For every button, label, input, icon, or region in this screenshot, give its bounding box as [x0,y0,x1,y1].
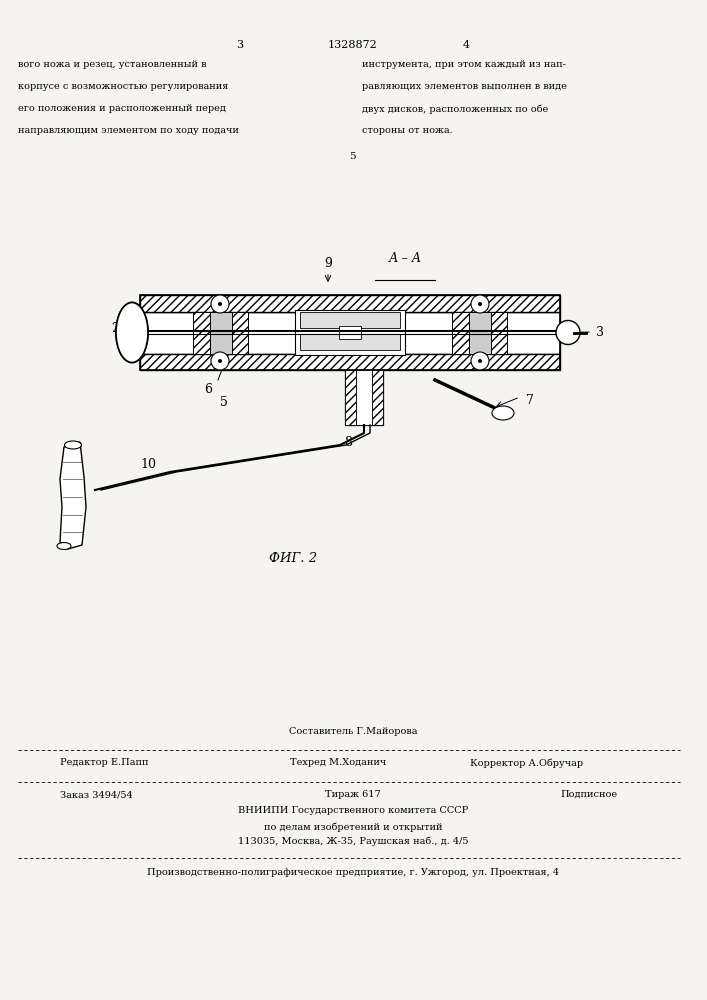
Bar [356,370,372,425]
Text: по делам изобретений и открытий: по делам изобретений и открытий [264,822,443,832]
Circle shape [218,359,222,363]
Polygon shape [60,442,86,549]
Bar [469,312,491,354]
Text: ВНИИПИ Государственного комитета СССР: ВНИИПИ Государственного комитета СССР [238,806,468,815]
Text: корпусе с возможностью регулирования: корпусе с возможностью регулирования [18,82,228,91]
Text: Подписное: Подписное [560,790,617,799]
Text: Корректор А.Обручар: Корректор А.Обручар [470,758,583,768]
Circle shape [478,359,482,363]
Text: 4: 4 [462,40,469,50]
Bar [140,295,560,312]
Bar [491,312,507,354]
Circle shape [211,352,229,370]
Bar [140,354,560,370]
Text: 2: 2 [111,322,119,334]
Circle shape [478,302,482,306]
Text: вого ножа и резец, установленный в: вого ножа и резец, установленный в [18,60,206,69]
Bar [339,326,361,339]
Text: равляющих элементов выполнен в виде: равляющих элементов выполнен в виде [362,82,567,91]
Text: 113035, Москва, Ж-35, Раушская наб., д. 4/5: 113035, Москва, Ж-35, Раушская наб., д. … [238,837,468,846]
Bar [193,312,209,354]
Bar [345,370,356,425]
Text: 5: 5 [220,396,228,409]
Bar [300,334,400,350]
Text: Редактор Е.Папп: Редактор Е.Папп [60,758,148,767]
Bar [372,370,383,425]
Text: 5: 5 [349,152,356,161]
Text: 7: 7 [526,393,534,406]
Bar [140,295,560,370]
Text: Составитель Г.Майорова: Составитель Г.Майорова [288,727,417,736]
Bar [345,370,383,425]
Bar [295,310,405,355]
Text: Производственно-полиграфическое предприятие, г. Ужгород, ул. Проектная, 4: Производственно-полиграфическое предприя… [147,868,559,877]
Ellipse shape [492,406,514,420]
Circle shape [471,352,489,370]
Bar [300,312,400,328]
Text: его положения и расположенный перед: его положения и расположенный перед [18,104,226,113]
Bar [209,312,231,354]
Text: 6: 6 [204,383,212,396]
Text: инструмента, при этом каждый из нап-: инструмента, при этом каждый из нап- [362,60,566,69]
Text: Техред М.Ходанич: Техред М.Ходанич [290,758,386,767]
Circle shape [211,295,229,313]
Bar [140,312,560,354]
Text: Заказ 3494/54: Заказ 3494/54 [60,790,133,799]
Ellipse shape [57,542,71,550]
Bar [231,312,248,354]
Text: двух дисков, расположенных по обе: двух дисков, расположенных по обе [362,104,548,113]
Text: ФИГ. 2: ФИГ. 2 [269,552,317,565]
Ellipse shape [116,302,148,362]
Text: 3: 3 [596,326,604,338]
Ellipse shape [64,441,81,449]
Text: А – А: А – А [388,252,421,265]
Circle shape [218,302,222,306]
Text: 9: 9 [324,257,332,270]
Text: 8: 8 [344,436,352,449]
Text: Тираж 617: Тираж 617 [325,790,381,799]
Text: стороны от ножа.: стороны от ножа. [362,126,452,135]
Text: 10: 10 [140,458,156,471]
Text: направляющим элементом по ходу подачи: направляющим элементом по ходу подачи [18,126,239,135]
Circle shape [556,320,580,344]
Text: 3: 3 [236,40,244,50]
Text: 1328872: 1328872 [328,40,378,50]
Bar [452,312,469,354]
Circle shape [471,295,489,313]
